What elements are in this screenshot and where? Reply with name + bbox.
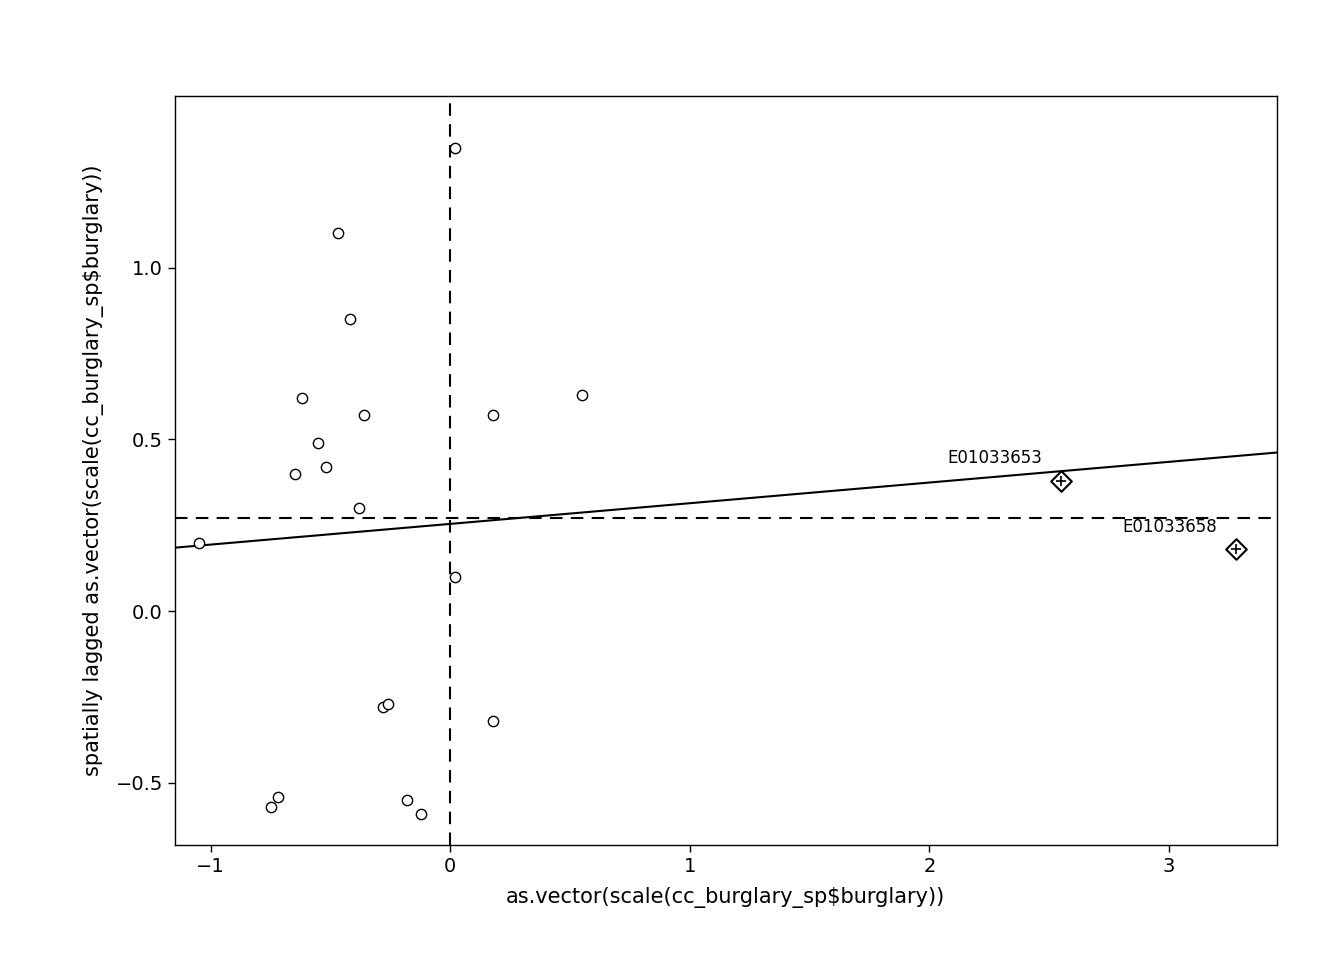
Y-axis label: spatially lagged as.vector(scale(cc_burglary_sp$burglary)): spatially lagged as.vector(scale(cc_burg…: [83, 165, 105, 776]
Point: [348, 500, 370, 516]
Point: [259, 800, 281, 815]
Point: [188, 535, 210, 550]
Point: [1051, 473, 1073, 489]
Point: [327, 226, 348, 241]
Text: E01033653: E01033653: [948, 449, 1042, 467]
Point: [290, 391, 312, 406]
Point: [353, 408, 375, 423]
Point: [445, 569, 466, 585]
Point: [284, 467, 305, 482]
Point: [482, 713, 504, 729]
Point: [411, 806, 433, 822]
Point: [1226, 541, 1247, 557]
Point: [314, 459, 336, 474]
Point: [445, 140, 466, 156]
Point: [372, 700, 394, 715]
Text: E01033658: E01033658: [1122, 517, 1216, 536]
Point: [396, 792, 418, 807]
Point: [571, 387, 593, 402]
Point: [267, 789, 289, 804]
Point: [308, 435, 329, 450]
Point: [339, 312, 360, 327]
X-axis label: as.vector(scale(cc_burglary_sp$burglary)): as.vector(scale(cc_burglary_sp$burglary)…: [507, 887, 945, 908]
Point: [378, 696, 399, 711]
Point: [482, 408, 504, 423]
